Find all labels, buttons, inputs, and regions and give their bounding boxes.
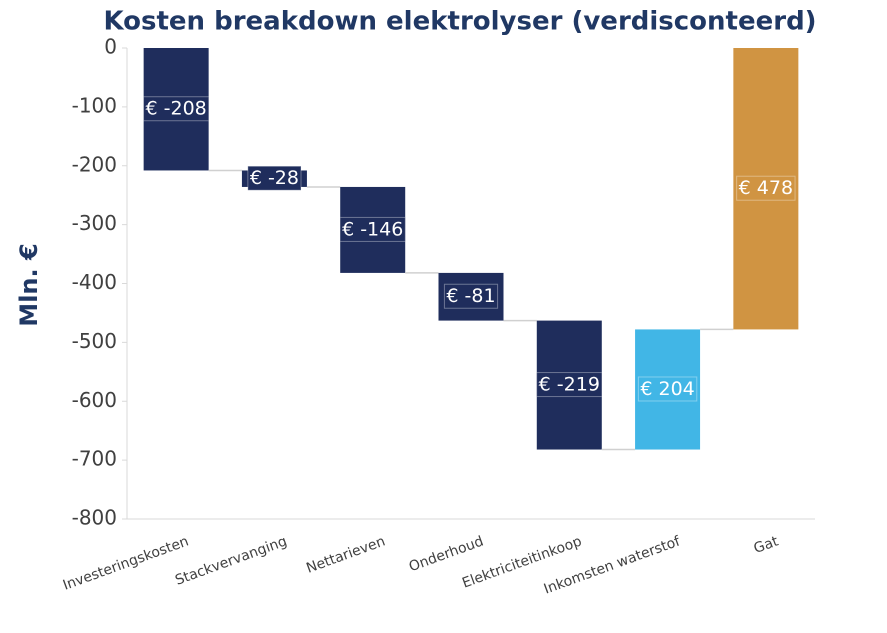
x-tick-label: Investeringskosten [61,533,191,593]
value-label-bg [443,283,499,309]
value-label: € -208 [146,98,207,120]
y-tick-label: -500 [72,329,117,353]
value-label-bg [736,175,796,201]
y-tick-label: -200 [72,152,117,176]
value-label-bg [339,216,406,242]
value-label: € -219 [539,374,600,396]
y-tick-label: -100 [72,93,117,117]
value-label: € -81 [446,285,495,307]
value-label-bg [247,165,302,191]
y-tick-label: -800 [72,506,117,530]
x-tick-label: Onderhoud [407,533,486,575]
y-tick-label: -600 [72,388,117,412]
value-label: € -146 [342,218,403,240]
value-label-bg [143,96,210,122]
x-tick-label: Nettarieven [304,533,387,576]
x-tick-label: Stackvervanging [173,533,289,588]
y-axis-label: Mln. € [15,243,43,326]
y-tick-label: -400 [72,270,117,294]
value-label-bg [536,372,603,398]
y-tick-label: -700 [72,447,117,471]
y-tick-label: -300 [72,211,117,235]
value-label: € 478 [739,177,793,199]
x-tick-label: Gat [752,533,781,557]
chart-title: Kosten breakdown elektrolyser (verdiscon… [103,7,816,37]
y-tick-label: 0 [104,35,117,59]
value-label-bg [637,376,698,402]
value-label: € 204 [640,378,694,400]
value-label: € -28 [250,167,299,189]
